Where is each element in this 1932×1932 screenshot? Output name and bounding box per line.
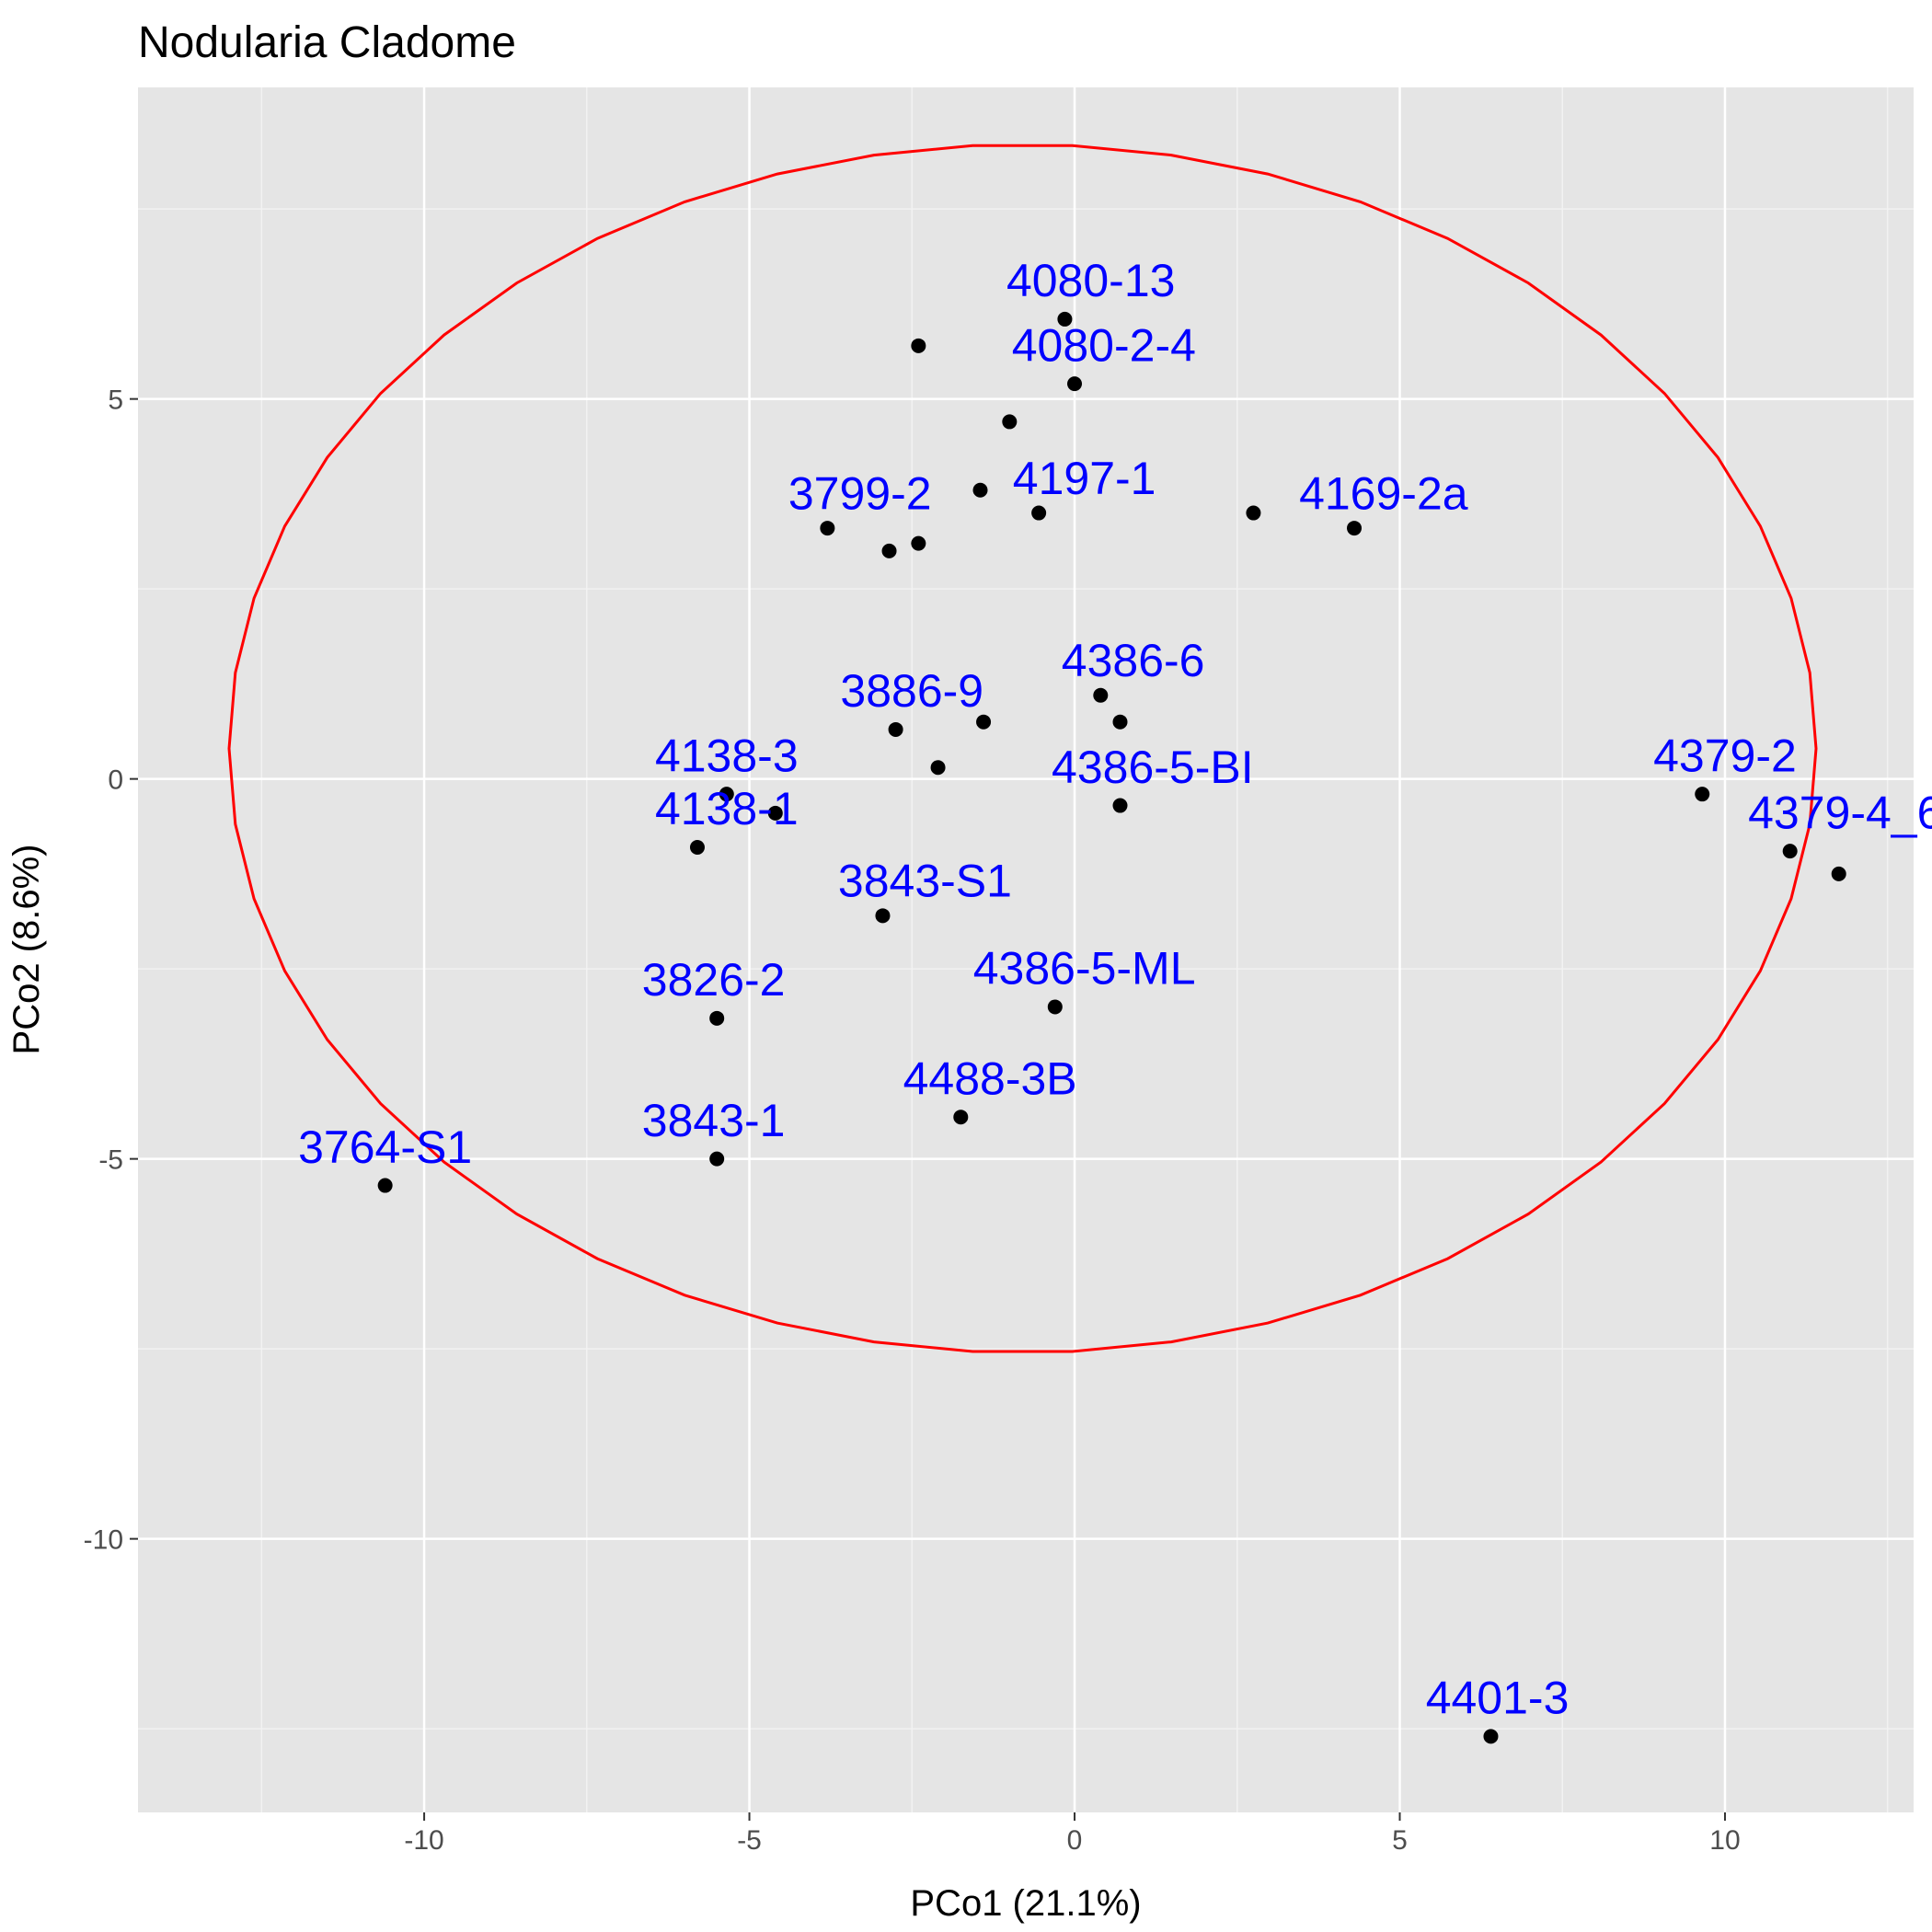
data-point [1002,414,1018,430]
point-label: 4169-2a [1299,467,1468,519]
point-label: 3826-2 [642,954,786,1006]
data-point [709,1151,725,1167]
major-gridlines [138,87,1914,1812]
data-point [930,760,946,776]
point-label: 3843-1 [642,1095,786,1146]
x-axis-title: PCo1 (21.1%) [910,1883,1141,1924]
x-tick-label: -5 [737,1825,762,1856]
data-point [1347,521,1363,536]
point-label: 4386-5-BI [1052,742,1254,793]
point-label: 4386-5-ML [973,943,1196,995]
point-label: 4080-2-4 [1012,319,1196,371]
confidence-ellipse [227,144,1818,1353]
data-point [1112,798,1128,813]
x-axis-ticks: -10 -5 0 5 10 [404,1812,1741,1856]
x-tick-label: 5 [1392,1825,1408,1856]
y-tick-label: -10 [84,1525,123,1556]
data-point [888,721,903,737]
data-point [1246,505,1261,521]
data-point [709,1010,725,1026]
point-labels: 4080-13 4080-2-4 4197-1 3799-2 4169-2a 4386-6… [298,255,1932,1723]
point-label: 4080-13 [1006,255,1176,306]
data-point [820,521,835,536]
y-axis-title: PCo2 (8.6%) [6,845,47,1055]
data-point [1031,505,1047,521]
point-label: 3886-9 [840,665,983,717]
data-point [911,535,926,551]
x-tick-label: -10 [404,1825,443,1856]
data-points [377,311,1846,1744]
data-point [767,805,783,821]
data-point [1695,787,1710,802]
data-point [1067,376,1083,392]
data-point [1093,687,1109,703]
data-point [953,1110,969,1125]
data-point [719,787,734,802]
point-label: 3843-S1 [838,856,1012,907]
plot-panel [138,87,1914,1812]
y-tick-label: 5 [108,385,123,416]
data-point [689,839,705,855]
data-point [1782,844,1798,859]
y-axis-ticks: 5 0 -5 -10 [84,385,138,1556]
data-point [1112,714,1128,730]
data-point [911,338,926,353]
point-label: 4197-1 [1013,453,1156,504]
point-label: 3799-2 [788,467,932,519]
data-point [976,714,992,730]
data-point [881,543,897,558]
data-point [377,1178,393,1193]
chart-title: Nodularia Cladome [138,18,516,67]
y-tick-label: -5 [98,1145,123,1176]
point-label: 4488-3B [903,1052,1077,1104]
data-point [1047,999,1063,1015]
data-point [875,908,891,924]
point-label: 4138-3 [655,730,799,781]
point-label: 3764-S1 [298,1121,472,1173]
point-label: 4401-3 [1426,1673,1570,1724]
point-label: 4379-4_6 [1748,787,1932,838]
point-label: 4386-6 [1062,635,1205,686]
point-label: 4138-1 [655,783,799,834]
x-tick-label: 10 [1709,1825,1740,1856]
data-point [1057,311,1073,327]
y-tick-label: 0 [108,765,123,796]
data-point [972,482,988,498]
data-point [1483,1729,1499,1744]
minor-gridlines [138,87,1914,1812]
x-tick-label: 0 [1067,1825,1083,1856]
data-point [1831,866,1846,881]
point-label: 4379-2 [1653,730,1797,781]
